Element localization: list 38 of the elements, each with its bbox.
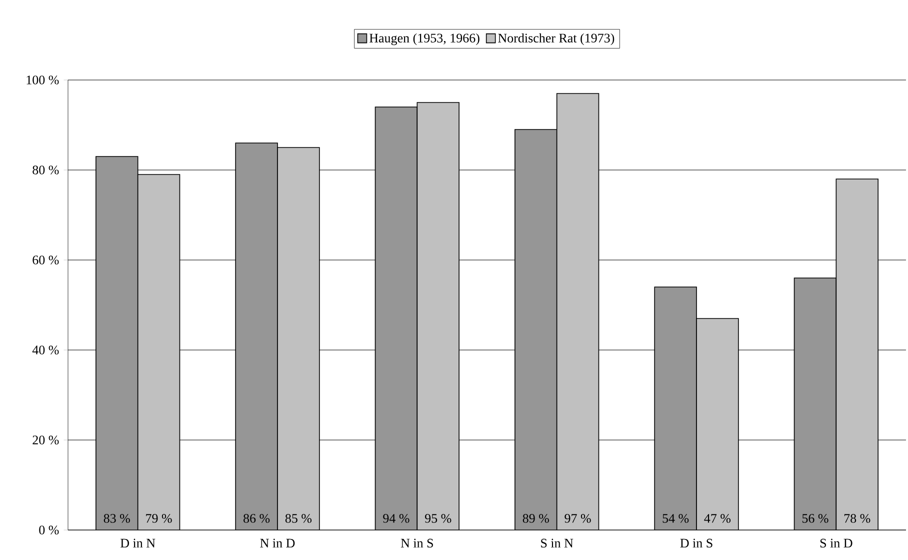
bar [696, 318, 739, 530]
y-tick-label: 80 % [32, 166, 59, 174]
data-label: 95 % [425, 514, 452, 523]
bar [416, 102, 460, 530]
data-label: 83 % [104, 514, 130, 523]
bar [277, 147, 320, 530]
legend-label: Nordischer Rat (1973) [498, 33, 614, 46]
data-label: 97 % [564, 514, 591, 523]
y-tick-label: 60 % [32, 256, 59, 264]
x-tick-label: S in D [820, 538, 852, 548]
data-label: 47 % [704, 514, 731, 523]
data-label: 89 % [522, 514, 549, 523]
bar [556, 93, 599, 530]
data-label: 78 % [844, 514, 870, 523]
y-tick-label: 20 % [32, 436, 59, 444]
x-tick-label: D in N [120, 538, 156, 548]
data-label: 94 % [383, 514, 410, 523]
bar [794, 278, 837, 530]
data-label: 85 % [285, 514, 312, 523]
data-label: 54 % [662, 514, 689, 523]
data-label: 86 % [244, 514, 270, 523]
data-label: 79 % [146, 514, 172, 523]
bar [235, 142, 278, 530]
bar [514, 129, 557, 530]
x-tick-label: S in N [541, 538, 574, 548]
x-tick-label: N in D [260, 538, 295, 548]
bar [654, 286, 697, 530]
bar [137, 174, 180, 530]
bar [836, 178, 878, 530]
data-label: 56 % [802, 514, 828, 523]
y-tick-label: 100 % [26, 76, 59, 84]
bar [374, 106, 418, 530]
x-tick-label: D in S [680, 538, 712, 548]
y-tick-label: 0 % [39, 526, 59, 534]
bar [96, 156, 138, 530]
legend-label: Haugen (1953, 1966) [369, 33, 480, 46]
y-tick-label: 40 % [32, 346, 59, 354]
x-tick-label: N in S [400, 538, 433, 548]
